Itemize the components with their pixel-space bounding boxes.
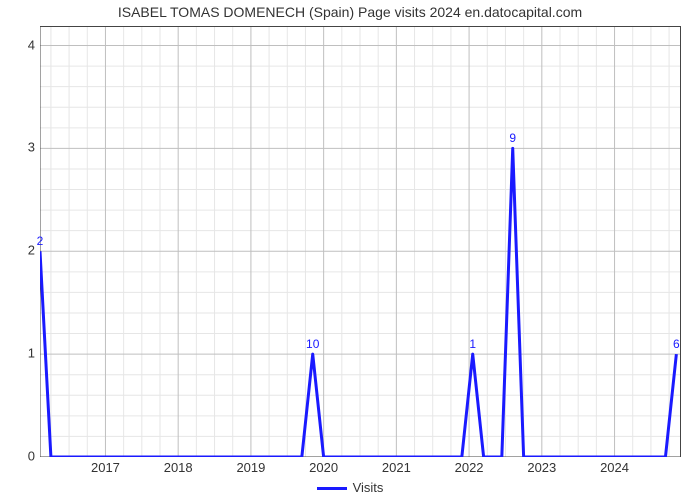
x-tick-label: 2020 (309, 460, 338, 475)
peak-label: 9 (509, 131, 516, 145)
x-tick-label: 2022 (455, 460, 484, 475)
legend-swatch (317, 487, 347, 490)
peak-label: 10 (306, 337, 319, 351)
y-tick-label: 1 (5, 346, 35, 361)
peak-label: 6 (673, 337, 680, 351)
y-tick-label: 2 (5, 243, 35, 258)
legend: Visits (0, 480, 700, 495)
x-tick-label: 2018 (164, 460, 193, 475)
plot-area (40, 26, 681, 457)
x-tick-label: 2021 (382, 460, 411, 475)
chart-svg (40, 27, 680, 457)
y-tick-label: 4 (5, 37, 35, 52)
legend-label: Visits (353, 480, 384, 495)
y-tick-label: 0 (5, 449, 35, 464)
peak-label: 2 (37, 234, 44, 248)
x-tick-label: 2017 (91, 460, 120, 475)
y-tick-label: 3 (5, 140, 35, 155)
x-tick-label: 2019 (236, 460, 265, 475)
x-tick-label: 2023 (527, 460, 556, 475)
peak-label: 1 (469, 337, 476, 351)
x-tick-label: 2024 (600, 460, 629, 475)
chart-title: ISABEL TOMAS DOMENECH (Spain) Page visit… (0, 4, 700, 20)
